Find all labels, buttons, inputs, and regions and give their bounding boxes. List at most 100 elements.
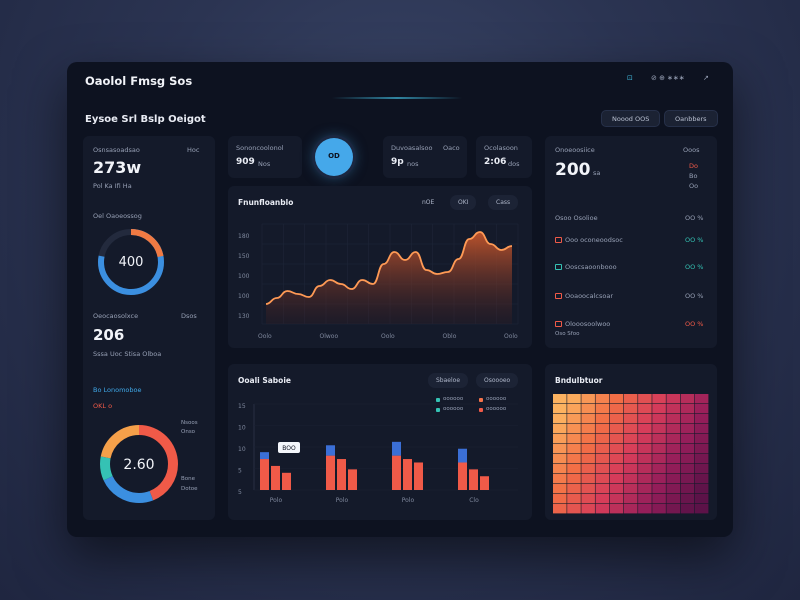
kpi-mid-sub: Sssa Uoc Stisa Olboa (93, 350, 162, 358)
bar-mark (337, 459, 346, 490)
ring2-legend-item: Nsoos (181, 420, 198, 426)
kpi-card-label: Ocolasoon (484, 144, 518, 152)
legend-label: oooooo (486, 396, 507, 402)
heatmap-cell (609, 484, 624, 494)
heatmap-cell (595, 464, 610, 474)
heatmap-cell (666, 434, 681, 444)
status-icons[interactable]: ⊘ ⊕ ∗∗∗ (651, 74, 685, 82)
heatmap-cell (694, 424, 709, 434)
kpi-card-unit: dos (508, 160, 520, 168)
list-row-sub: Oso Sfoo (555, 331, 580, 337)
heatmap-cell (553, 434, 567, 444)
kpi-card-value: 9p (391, 157, 404, 167)
bar-mark (348, 469, 357, 490)
right-kpi-side-row: Do (689, 162, 698, 170)
header-button-filter[interactable]: Noood OOS (601, 110, 661, 127)
left-panel: Osnsasoadsao Hoc 273w Pol Ka Ifi Ha Oel … (83, 136, 215, 520)
heatmap-cell (680, 504, 695, 514)
bar-mark (480, 476, 489, 490)
area-series-fill (266, 232, 512, 324)
header-button-members[interactable]: Oanbbers (664, 110, 718, 127)
link-item[interactable]: Bo Lonomoboe (93, 386, 142, 394)
area-chip[interactable]: Cass (488, 195, 519, 210)
ring1-gauge: 400 (98, 229, 164, 295)
list-row-value: OO % (685, 263, 704, 271)
kpi-mid-side: Dsos (181, 312, 197, 320)
expand-icon[interactable]: ↗ (703, 74, 709, 82)
heatmap-cell (694, 464, 709, 474)
kpi-top-label: Osnsasoadsao (93, 146, 140, 154)
heatmap-cell (652, 494, 666, 504)
heatmap-cell (567, 404, 581, 414)
dashboard-window: Oaolol Fmsg Sos ⊡ ⊘ ⊕ ∗∗∗ ↗ Eysoe Srl Bs… (67, 62, 733, 537)
window-icon[interactable]: ⊡ (627, 74, 633, 82)
list-row-marker (555, 321, 562, 327)
heatmap-cell (553, 484, 567, 494)
heatmap-cell (553, 454, 567, 464)
heatmap-cell (609, 414, 624, 424)
heatmap-cell (666, 484, 681, 494)
right-kpi-panel: Onoeoosiice Ooos 200 sa Do Bo Oo Osoo Os… (545, 136, 717, 348)
heatmap-cell (666, 474, 681, 484)
heatmap-cell (609, 464, 624, 474)
legend-label: oooooo (486, 406, 507, 412)
heatmap (553, 394, 709, 514)
heatmap-cell (595, 424, 610, 434)
area-x-tick: Oolo (504, 333, 518, 340)
bar-mark (469, 469, 478, 490)
heatmap-cell (595, 394, 610, 404)
bar-chip[interactable]: Sbaeloe (428, 373, 469, 388)
heatmap-cell (567, 434, 581, 444)
ring2-legend-item: Dotoe (181, 486, 198, 492)
area-chart: 180 150 100 100 130 Oolo Olwoo Oolo Oblo Oolo (238, 223, 519, 340)
center-badge-button[interactable]: OD (315, 138, 353, 176)
heatmap-cell (680, 454, 695, 464)
heatmap-cell (581, 474, 595, 484)
legend-label: oooooo (443, 396, 464, 402)
heatmap-cell (680, 434, 695, 444)
heatmap-cell (581, 464, 595, 474)
right-kpi-side-row: Oo (689, 182, 699, 190)
bar-mark (271, 465, 280, 490)
heatmap-cell (680, 394, 695, 404)
ring1-label: Oel Oaoeossog (93, 212, 142, 220)
right-kpi-unit: sa (593, 169, 601, 177)
heatmap-cell (581, 494, 595, 504)
heatmap-cell (581, 444, 595, 454)
bar-mark-stack (260, 452, 269, 460)
area-chip[interactable]: nOE (422, 199, 435, 206)
heatmap-cell (567, 424, 581, 434)
page-title: Eysoe Srl Bslp Oeigot (85, 114, 206, 125)
link-item-alert[interactable]: OKL o (93, 402, 113, 410)
heatmap-cell (609, 474, 624, 484)
bar-chip[interactable]: Osoooeo (476, 373, 519, 388)
area-y-tick: 100 (238, 273, 250, 280)
right-kpi-label: Onoeoosiice (555, 146, 595, 154)
bar-y-tick: 5 (238, 489, 242, 496)
heatmap-cell (694, 504, 709, 514)
heatmap-cell (638, 464, 652, 474)
kpi-card-1: Sononcoolonol 909 Nos (228, 136, 302, 178)
list-row-name: Ooscsaoonbooo (565, 263, 617, 271)
kpi-mid-value: 206 (93, 326, 125, 344)
bar-mark-stack (458, 448, 467, 463)
ring1-accent (98, 229, 164, 295)
heatmap-cell (652, 394, 666, 404)
kpi-card-side: Oaco (443, 144, 460, 152)
list-row-value: OO % (685, 320, 704, 328)
heatmap-cell (666, 404, 681, 414)
heatmap-cell (623, 484, 638, 494)
kpi-mid-label: Oeocaosolxce (93, 312, 139, 320)
list-header: Osoo Osolioe (555, 214, 598, 222)
heatmap-cell (581, 394, 595, 404)
legend-label: oooooo (443, 406, 464, 412)
ring2-legend-item: Bone (181, 476, 196, 482)
area-series-line (265, 231, 513, 305)
heatmap-cell (609, 454, 624, 464)
area-chip[interactable]: OKI (450, 195, 477, 210)
heatmap-cell (666, 504, 681, 514)
list-row-name: Ooaoocalcsoar (565, 292, 613, 300)
heatmap-cell (638, 474, 652, 484)
heatmap-cell (581, 434, 595, 444)
bar-mark (392, 455, 401, 490)
